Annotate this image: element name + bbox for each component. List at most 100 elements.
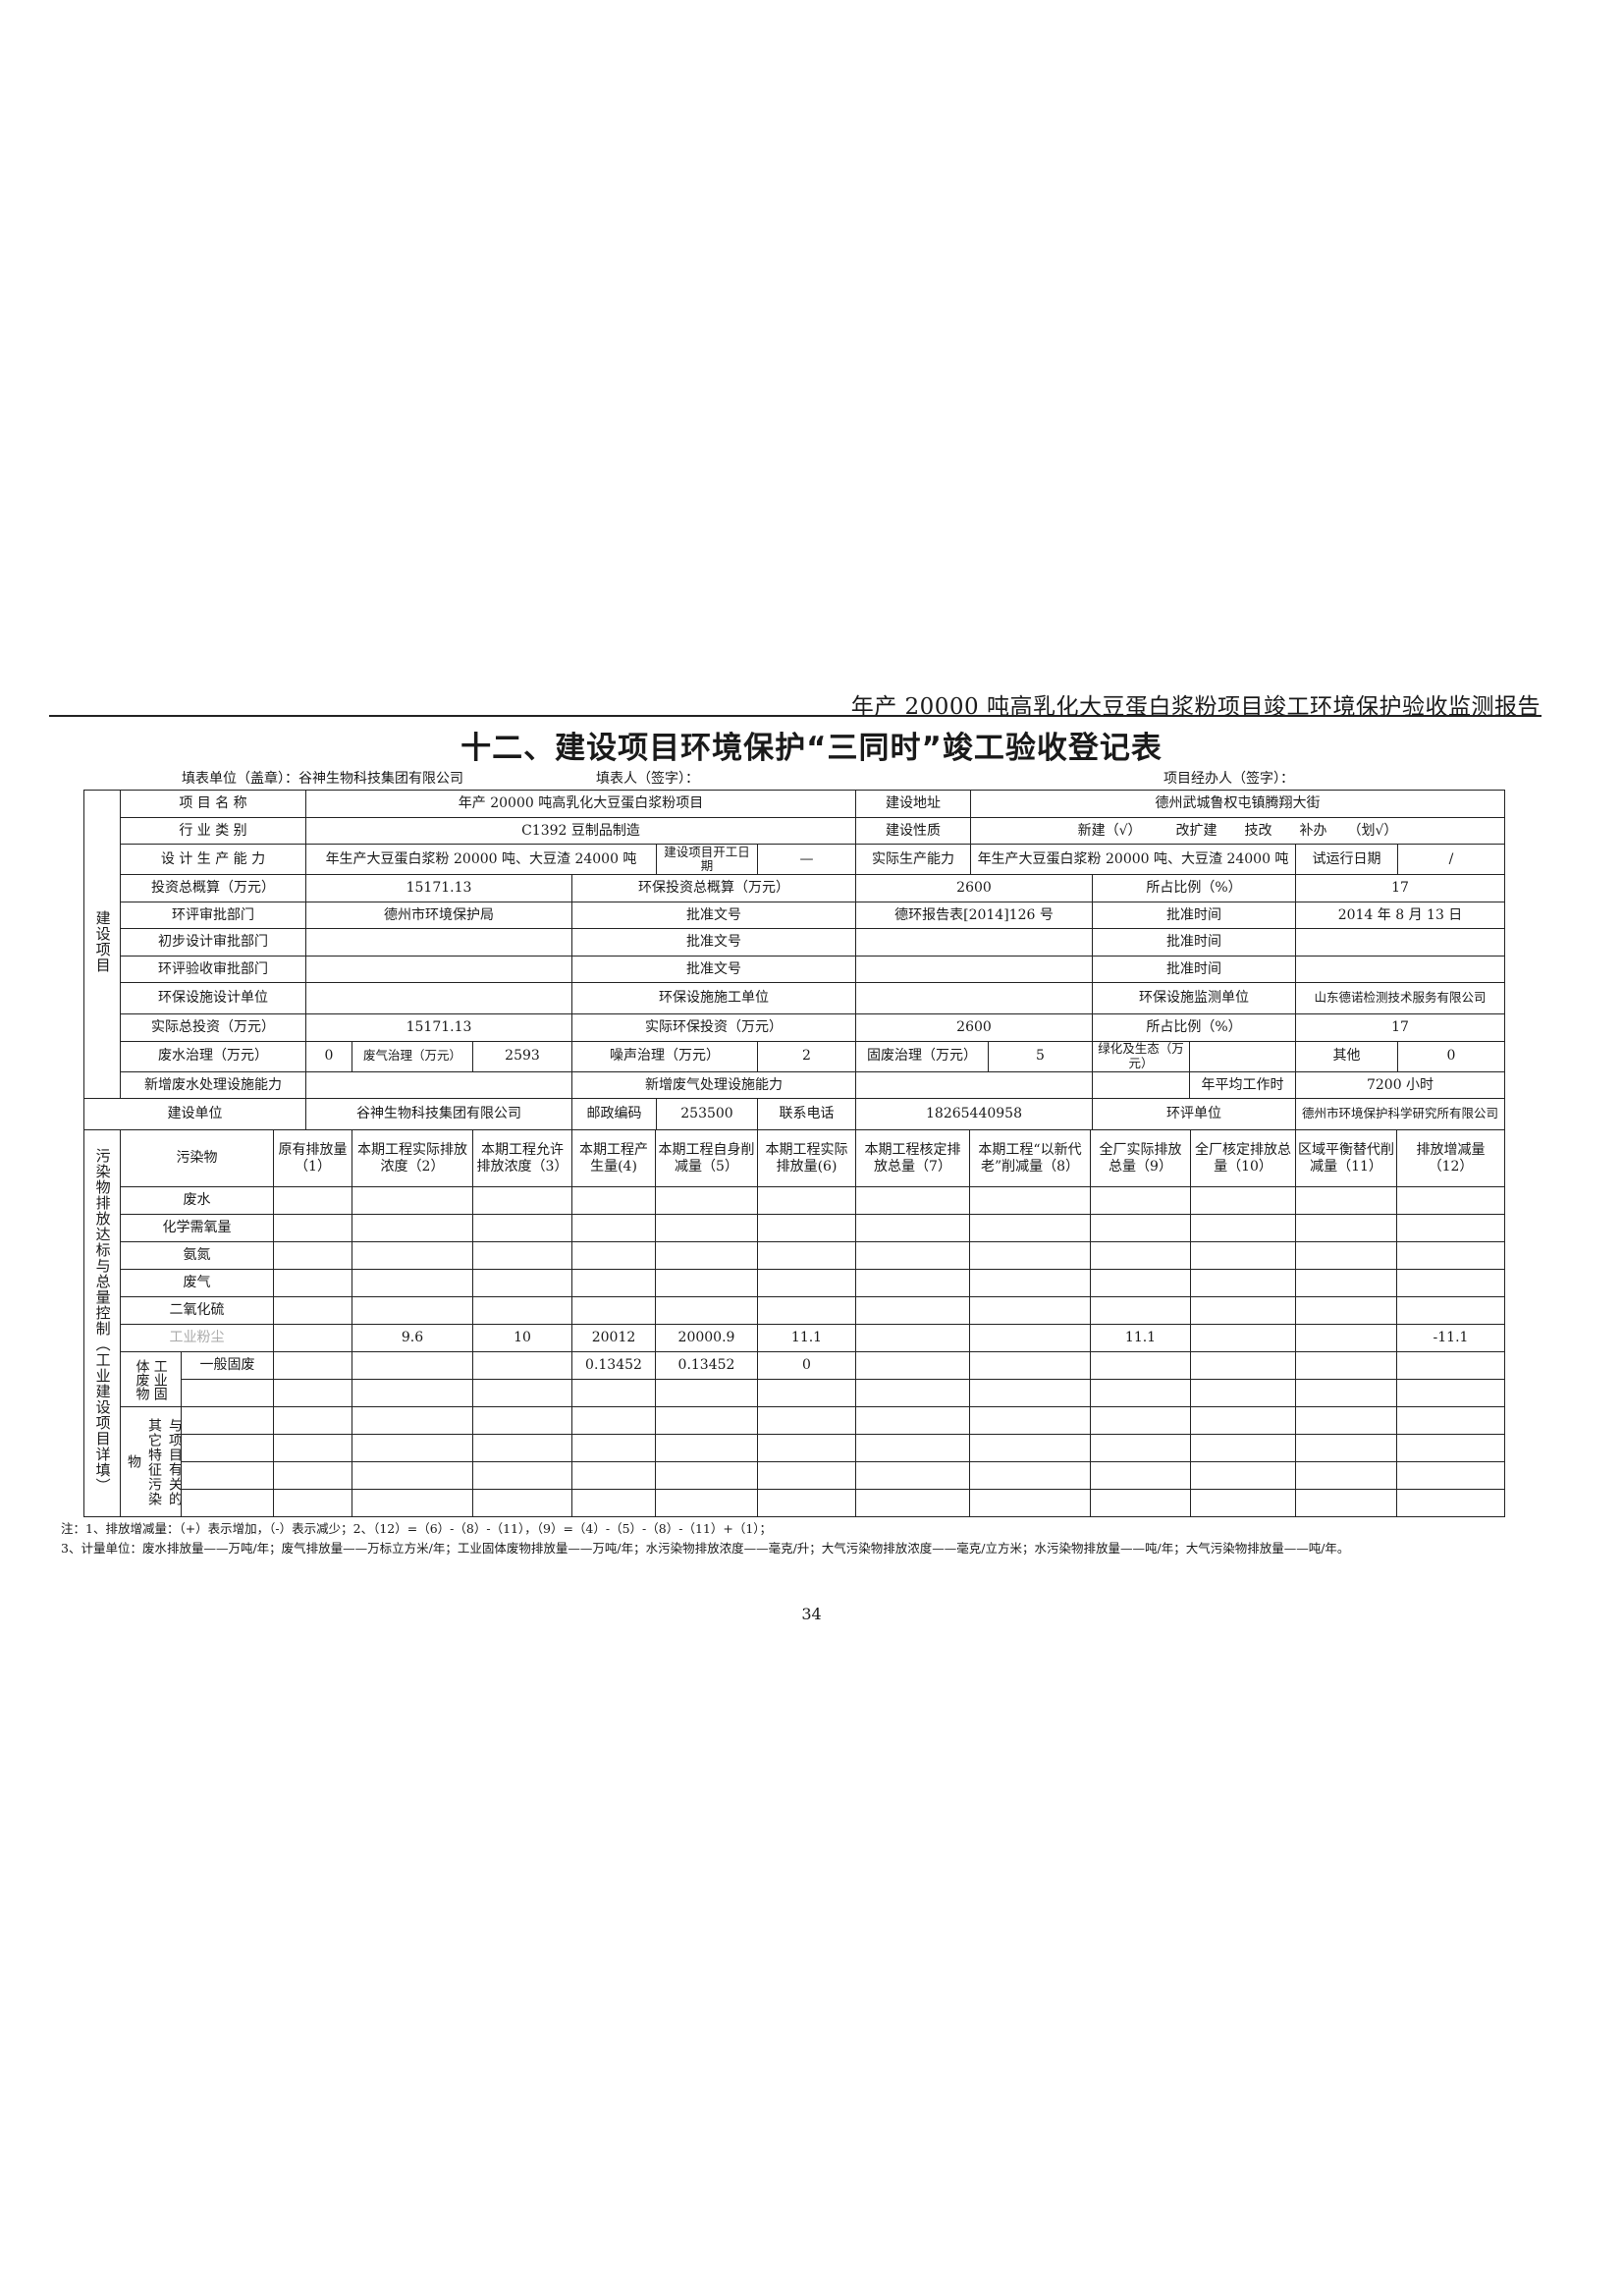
label: 批准时间 bbox=[1092, 901, 1296, 929]
value-cell bbox=[855, 1296, 970, 1325]
value-cell bbox=[1295, 1461, 1397, 1490]
row-builder: 建设单位 谷神生物科技集团有限公司 邮政编码 253500 联系电话 18265… bbox=[83, 1098, 1506, 1130]
column-header: 区域平衡替代削减量（11） bbox=[1295, 1129, 1397, 1187]
row-project-name: 建设项目 项 目 名 称 年产 20000 吨高乳化大豆蛋白浆粉项目 建设地址 … bbox=[83, 790, 1506, 1099]
label: 建设项目开工日期 bbox=[656, 844, 758, 875]
value-cell: -11.1 bbox=[1396, 1324, 1505, 1352]
waste-gas-cost: 2593 bbox=[472, 1040, 572, 1072]
value-cell bbox=[1090, 1186, 1191, 1215]
value-cell bbox=[1090, 1379, 1191, 1407]
value-cell bbox=[571, 1214, 656, 1242]
value-cell bbox=[273, 1351, 352, 1380]
value-cell bbox=[352, 1351, 473, 1380]
value-cell bbox=[1090, 1214, 1191, 1242]
value-cell bbox=[571, 1461, 656, 1490]
new-water-capacity bbox=[305, 1070, 572, 1099]
solid-waste-row: 工业固体废物 一般固废 0.13452 0.13452 0 bbox=[84, 1351, 1505, 1407]
pollutant-name: 废气 bbox=[120, 1269, 274, 1297]
project-info-table: 建设项目 项 目 名 称 年产 20000 吨高乳化大豆蛋白浆粉项目 建设地址 … bbox=[83, 790, 1506, 1130]
value-cell bbox=[855, 1434, 970, 1462]
value-cell bbox=[969, 1296, 1091, 1325]
value-cell bbox=[655, 1406, 758, 1435]
value-cell bbox=[472, 1351, 572, 1380]
column-header: 本期工程产生量(4) bbox=[571, 1129, 656, 1187]
pollutant-name bbox=[181, 1379, 274, 1407]
label: 环保设施设计单位 bbox=[120, 982, 306, 1014]
row-budget: 投资总概算（万元） 15171.13 环保投资总概算（万元） 2600 所占比例… bbox=[84, 874, 1506, 902]
value-cell: 10 bbox=[472, 1324, 572, 1352]
row-actual-invest: 实际总投资（万元） 15171.13 实际环保投资（万元） 2600 所占比例（… bbox=[84, 1013, 1506, 1042]
value-cell bbox=[1295, 1324, 1397, 1352]
value-cell: 11.1 bbox=[757, 1324, 856, 1352]
value-cell bbox=[1295, 1379, 1397, 1407]
value-cell bbox=[352, 1461, 473, 1490]
label: 新增废气处理设施能力 bbox=[571, 1070, 856, 1099]
label: 环评验收审批部门 bbox=[120, 955, 306, 983]
facility-monitor-unit: 山东德诺检测技术服务有限公司 bbox=[1294, 982, 1506, 1014]
phone: 18265440958 bbox=[855, 1098, 1093, 1130]
page-title: 十二、建设项目环境保护“三同时”竣工验收登记表 bbox=[460, 731, 1163, 766]
eia-approval-no: 德环报告表[2014]126 号 bbox=[855, 901, 1093, 929]
value-cell bbox=[855, 1351, 970, 1380]
value-cell bbox=[571, 1296, 656, 1325]
value-cell bbox=[1396, 1406, 1505, 1435]
eia-unit: 德州市环境保护科学研究所有限公司 bbox=[1294, 1098, 1506, 1130]
value-cell bbox=[273, 1324, 352, 1352]
value-cell bbox=[969, 1434, 1091, 1462]
value-cell bbox=[757, 1186, 856, 1215]
project-address: 德州武城鲁权屯镇腾翔大街 bbox=[969, 790, 1506, 818]
value-cell bbox=[472, 1214, 572, 1242]
label: 设 计 生 产 能 力 bbox=[120, 844, 306, 875]
industry: C1392 豆制品制造 bbox=[305, 816, 856, 845]
env-budget: 2600 bbox=[855, 874, 1093, 902]
value-cell bbox=[969, 1241, 1091, 1270]
value-cell bbox=[757, 1406, 856, 1435]
label: 绿化及生态（万元） bbox=[1092, 1040, 1190, 1072]
label: 噪声治理（万元） bbox=[571, 1040, 758, 1072]
value-cell bbox=[352, 1406, 473, 1435]
value-cell bbox=[757, 1489, 856, 1517]
value-cell bbox=[1190, 1269, 1296, 1297]
value-cell bbox=[1396, 1186, 1505, 1215]
value-cell: 0.13452 bbox=[655, 1351, 758, 1380]
label: 环保设施监测单位 bbox=[1092, 982, 1296, 1014]
value-cell bbox=[855, 1241, 970, 1270]
section-label-pollutants: 污染物排放达标与总量控制（工业建设项目详填） bbox=[83, 1129, 121, 1517]
label: 批准文号 bbox=[571, 955, 856, 983]
value-cell bbox=[352, 1269, 473, 1297]
value-cell bbox=[273, 1241, 352, 1270]
pollutant-row: 化学需氧量 bbox=[84, 1214, 1505, 1242]
value-cell bbox=[273, 1489, 352, 1517]
value-cell bbox=[1090, 1406, 1191, 1435]
value-cell bbox=[1396, 1461, 1505, 1490]
value-cell bbox=[352, 1434, 473, 1462]
label: 联系电话 bbox=[757, 1098, 856, 1130]
value-cell bbox=[969, 1186, 1091, 1215]
value-cell bbox=[1190, 1186, 1296, 1215]
green-cost bbox=[1189, 1040, 1296, 1072]
value-cell bbox=[472, 1186, 572, 1215]
fill-filler: 填表人（签字）： bbox=[596, 771, 699, 787]
value-cell bbox=[855, 1489, 970, 1517]
value-cell bbox=[472, 1241, 572, 1270]
pollutant-row: 废气 bbox=[84, 1269, 1505, 1297]
value-cell bbox=[655, 1379, 758, 1407]
value-cell bbox=[571, 1269, 656, 1297]
construction-nature: 新建（√） 改扩建 技改 补办 （划√） bbox=[969, 816, 1506, 845]
row-facility-units: 环保设施设计单位 环保设施施工单位 环保设施监测单位 山东德诺检测技术服务有限公… bbox=[84, 982, 1506, 1014]
value-cell bbox=[1090, 1241, 1191, 1270]
label: 实际总投资（万元） bbox=[120, 1013, 306, 1042]
value-cell bbox=[472, 1406, 572, 1435]
value-cell bbox=[1190, 1351, 1296, 1380]
value-cell bbox=[855, 1269, 970, 1297]
value-cell bbox=[1295, 1489, 1397, 1517]
label: 环评审批部门 bbox=[120, 901, 306, 929]
value-cell bbox=[352, 1296, 473, 1325]
row-acceptance-dept: 环评验收审批部门 批准文号 批准时间 bbox=[84, 955, 1506, 983]
facility-design-unit bbox=[305, 982, 572, 1014]
value-cell bbox=[472, 1269, 572, 1297]
value-cell bbox=[1190, 1406, 1296, 1435]
value-cell bbox=[655, 1296, 758, 1325]
value-cell bbox=[1396, 1434, 1505, 1462]
pollutant-name: 氨氮 bbox=[120, 1241, 274, 1270]
